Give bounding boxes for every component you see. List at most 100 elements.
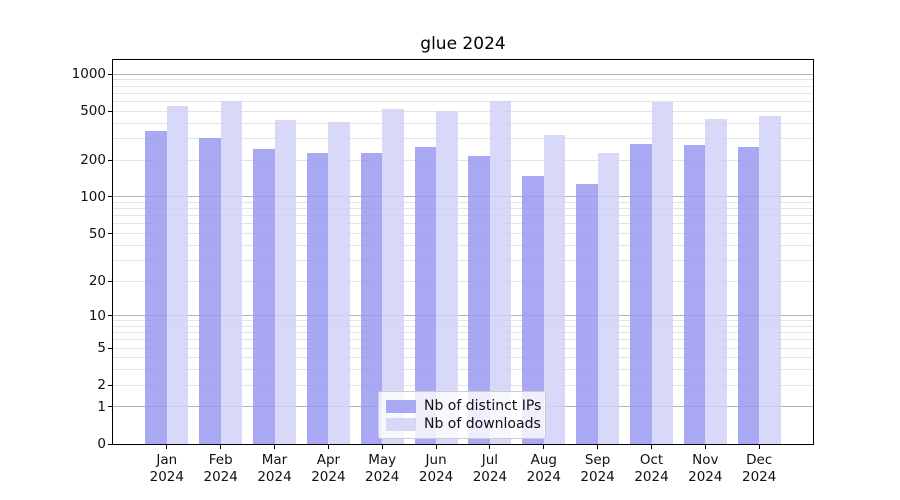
gridline-major [113,315,813,317]
x-tick-label: Oct 2024 [634,452,669,485]
bar-distinct-ips-may [360,153,383,444]
gridline-minor [113,259,813,261]
y-tick-label: 10 [88,307,106,324]
x-tick-mark [381,445,383,449]
bar-distinct-ips-apr [306,152,329,444]
gridline-minor [113,369,813,371]
y-tick-label: 0 [97,436,106,452]
legend-label-downloads: Nb of downloads [424,416,541,432]
gridline-major [113,73,813,75]
gridline-minor [113,110,813,112]
gridline-minor [113,79,813,81]
x-tick-mark [704,445,706,449]
bar-downloads-dec [759,115,781,444]
bar-downloads-aug [543,134,566,444]
legend-swatch-downloads [386,417,416,431]
bar-distinct-ips-feb [199,138,221,444]
y-tick-mark [108,280,112,282]
chart-title: glue 2024 [420,34,506,54]
x-tick-mark [166,445,168,449]
gridline-minor [113,201,813,203]
bar-distinct-ips-dec [737,147,760,444]
bar-downloads-sep [597,153,620,444]
y-tick-label: 1000 [71,66,106,82]
plot-area [108,59,814,449]
y-tick-mark [108,196,112,198]
gridline-minor [113,122,813,124]
bar-distinct-ips-jul [468,156,490,444]
bar-downloads-nov [705,118,727,444]
gridline-minor [113,320,813,322]
legend-label-distinct-ips: Nb of distinct IPs [424,398,542,414]
gridline-minor [113,325,813,327]
y-tick-mark [108,384,112,386]
y-tick-label: 500 [80,103,106,120]
legend-item-distinct-ips: Nb of distinct IPs [386,397,541,415]
x-tick-mark [543,445,545,449]
x-tick-label: Nov 2024 [688,452,723,485]
gridline-minor [113,384,813,386]
y-tick-mark [108,233,112,234]
bar-distinct-ips-jun [414,147,437,444]
gridline-minor [113,92,813,94]
y-tick-mark [108,159,112,161]
y-tick-label: 2 [97,377,106,394]
gridline-minor [113,159,813,161]
bar-downloads-mar [274,120,296,444]
x-tick-mark [274,445,275,449]
x-tick-mark [220,445,222,449]
gridline-minor [113,332,813,334]
x-tick-mark [327,445,329,449]
bar-downloads-apr [328,122,350,444]
bar-downloads-jun [436,111,458,444]
legend: Nb of distinct IPs Nb of downloads [378,391,546,439]
y-tick-mark [108,315,112,317]
x-tick-label: Sep 2024 [580,452,615,485]
bar-downloads-feb [220,100,243,444]
y-tick-mark [108,73,112,75]
y-tick-label: 50 [88,225,106,242]
x-tick-label: Apr 2024 [311,452,346,485]
x-tick-label: Jan 2024 [149,452,184,485]
y-tick-label: 200 [80,152,106,168]
bar-distinct-ips-jan [145,130,167,444]
x-tick-label: Aug 2024 [526,452,561,485]
bar-distinct-ips-aug [522,176,544,444]
y-tick-label: 1 [97,398,106,415]
x-tick-label: Jun 2024 [418,452,454,485]
gridline-minor [113,280,813,282]
gridline-minor [113,137,813,139]
gridline-minor [113,233,813,234]
x-tick-label: May 2024 [365,452,400,485]
bar-downloads-oct [651,102,673,444]
bar-distinct-ips-oct [630,144,652,444]
y-tick-label: 20 [88,273,106,289]
bar-downloads-jul [489,100,512,444]
gridline-minor [113,244,813,246]
legend-item-downloads: Nb of downloads [386,415,541,433]
gridline-minor [113,347,813,349]
y-tick-mark [108,110,112,112]
x-tick-mark [651,445,652,449]
y-axis-labels: 0 1 2 5 10 20 50 100 200 500 1000 [0,60,106,451]
x-tick-label: Feb 2024 [203,452,238,485]
bar-downloads-may [382,108,404,444]
y-tick-mark [108,347,112,349]
x-tick-label: Mar 2024 [257,452,292,485]
gridline-major [113,196,813,198]
x-tick-label: Dec 2024 [742,452,777,485]
y-tick-mark [108,443,112,445]
y-tick-label: 100 [80,188,106,205]
gridline-minor [113,215,813,217]
x-tick-mark [597,445,599,449]
x-tick-label: Jul 2024 [472,452,508,485]
bar-downloads-jan [166,106,189,444]
x-axis-labels: Jan 2024 Feb 2024 Mar 2024 Apr 2024 May 2024… [113,452,813,492]
gridline-minor [113,357,813,359]
gridline-minor [113,339,813,341]
gridline-minor [113,85,813,87]
legend-swatch-distinct-ips [386,399,416,413]
x-tick-mark [489,445,491,449]
bar-distinct-ips-sep [576,184,598,444]
